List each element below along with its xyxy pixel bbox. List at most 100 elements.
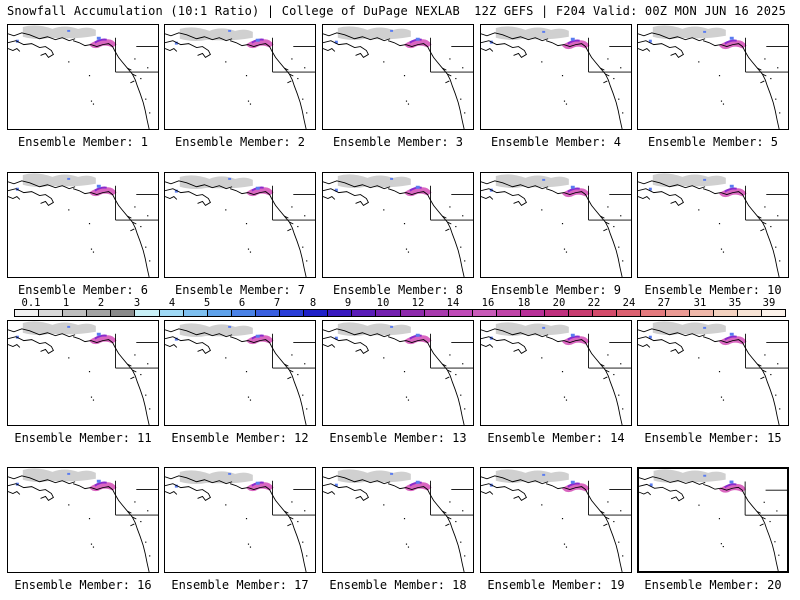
ensemble-map-drawing	[165, 25, 315, 129]
colorbar-swatch	[593, 310, 618, 316]
ensemble-map-drawing	[8, 25, 158, 129]
member-caption: Ensemble Member: 4	[490, 135, 622, 149]
colorbar-tick-label: 31	[693, 297, 707, 309]
ensemble-map-drawing	[638, 321, 788, 425]
member-caption: Ensemble Member: 3	[332, 135, 464, 149]
ensemble-map-drawing	[481, 468, 631, 572]
colorbar-tick-label: 39	[762, 297, 776, 309]
colorbar-swatch	[737, 310, 762, 316]
colorbar-swatch	[231, 310, 256, 316]
ensemble-map-drawing	[323, 468, 473, 572]
colorbar-swatch	[689, 310, 714, 316]
member-caption: Ensemble Member: 9	[490, 283, 622, 297]
colorbar-swatch	[569, 310, 594, 316]
ensemble-map-drawing	[638, 173, 788, 277]
colorbar-tick-label: 18	[517, 297, 531, 309]
member-caption: Ensemble Member: 2	[174, 135, 306, 149]
ensemble-map-18	[322, 467, 474, 573]
colorbar-swatch	[424, 310, 449, 316]
colorbar-swatch	[545, 310, 570, 316]
ensemble-map-7	[164, 172, 316, 278]
colorbar-tick-label: 9	[344, 297, 352, 309]
ensemble-map-drawing	[323, 25, 473, 129]
member-caption: Ensemble Member: 11	[14, 431, 152, 445]
colorbar-swatch	[761, 310, 785, 316]
colorbar-swatch	[39, 310, 64, 316]
ensemble-map-1	[7, 24, 159, 130]
ensemble-map-11	[7, 320, 159, 426]
ensemble-map-drawing	[165, 173, 315, 277]
colorbar-tick-label: 2	[97, 297, 105, 309]
colorbar-swatch	[207, 310, 232, 316]
colorbar-swatch	[520, 310, 546, 316]
colorbar-tick-label: 1	[62, 297, 70, 309]
colorbar-tick-label: 3	[133, 297, 141, 309]
ensemble-map-19	[480, 467, 632, 573]
member-caption: Ensemble Member: 14	[487, 431, 625, 445]
colorbar-swatch	[255, 310, 281, 316]
colorbar-tick-label: 6	[238, 297, 246, 309]
colorbar-tick-label: 7	[273, 297, 281, 309]
member-caption: Ensemble Member: 5	[647, 135, 779, 149]
member-caption: Ensemble Member: 12	[171, 431, 309, 445]
colorbar-tick-label: 16	[481, 297, 495, 309]
ensemble-map-8	[322, 172, 474, 278]
colorbar-swatch	[496, 310, 521, 316]
colorbar-swatch	[183, 310, 208, 316]
member-caption: Ensemble Member: 1	[17, 135, 149, 149]
member-caption: Ensemble Member: 20	[644, 578, 782, 592]
ensemble-map-drawing	[639, 469, 787, 571]
colorbar-swatch	[135, 310, 160, 316]
colorbar-swatch	[448, 310, 473, 316]
ensemble-map-4	[480, 24, 632, 130]
colorbar-tick-label: 22	[587, 297, 601, 309]
colorbar-swatch	[304, 310, 329, 316]
member-caption: Ensemble Member: 18	[329, 578, 467, 592]
colorbar-swatch	[63, 310, 88, 316]
member-caption: Ensemble Member: 17	[171, 578, 309, 592]
ensemble-map-20	[637, 467, 789, 573]
ensemble-map-drawing	[481, 25, 631, 129]
colorbar-swatch	[376, 310, 401, 316]
colorbar-tick-label: 10	[376, 297, 390, 309]
member-caption: Ensemble Member: 8	[332, 283, 464, 297]
colorbar-tick-label: 5	[203, 297, 211, 309]
colorbar-swatch	[15, 310, 40, 316]
ensemble-map-drawing	[8, 468, 158, 572]
ensemble-map-10	[637, 172, 789, 278]
ensemble-map-15	[637, 320, 789, 426]
member-caption: Ensemble Member: 15	[644, 431, 782, 445]
colorbar-swatch	[87, 310, 112, 316]
ensemble-map-6	[7, 172, 159, 278]
colorbar-tick-label: 24	[622, 297, 636, 309]
colorbar-swatch	[665, 310, 690, 316]
member-caption: Ensemble Member: 19	[487, 578, 625, 592]
colorbar-tick-label: 8	[309, 297, 317, 309]
colorbar	[14, 309, 786, 317]
colorbar-swatch	[400, 310, 425, 316]
member-caption: Ensemble Member: 6	[17, 283, 149, 297]
member-caption: Ensemble Member: 10	[644, 283, 782, 297]
colorbar-swatch	[111, 310, 136, 316]
member-caption: Ensemble Member: 16	[14, 578, 152, 592]
ensemble-map-drawing	[8, 173, 158, 277]
ensemble-map-5	[637, 24, 789, 130]
run-valid-time: 12Z GEFS | F204 Valid: 00Z MON JUN 16 20…	[474, 4, 786, 18]
colorbar-tick-label: 35	[728, 297, 742, 309]
ensemble-map-drawing	[165, 321, 315, 425]
colorbar-tick-label: 4	[168, 297, 176, 309]
ensemble-map-drawing	[323, 321, 473, 425]
colorbar-tick-label: 0.1	[21, 297, 41, 309]
ensemble-map-drawing	[165, 468, 315, 572]
ensemble-map-12	[164, 320, 316, 426]
ensemble-map-16	[7, 467, 159, 573]
ensemble-map-drawing	[481, 173, 631, 277]
colorbar-swatch	[280, 310, 305, 316]
ensemble-map-14	[480, 320, 632, 426]
ensemble-map-13	[322, 320, 474, 426]
colorbar-swatch	[472, 310, 497, 316]
ensemble-map-drawing	[481, 321, 631, 425]
colorbar-swatch	[713, 310, 738, 316]
ensemble-map-17	[164, 467, 316, 573]
member-caption: Ensemble Member: 7	[174, 283, 306, 297]
